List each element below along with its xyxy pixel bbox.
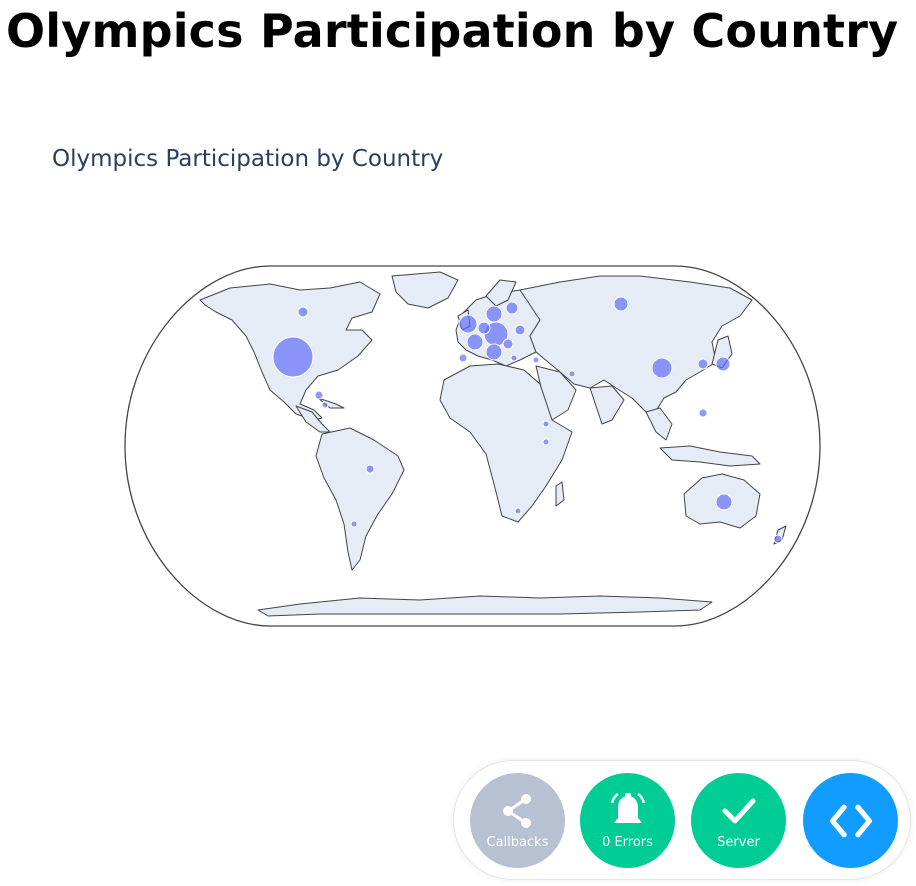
- land-asia: [519, 275, 753, 415]
- bell-icon: [610, 792, 645, 823]
- errors-label: 0 Errors: [602, 835, 653, 850]
- code-icon: [829, 804, 872, 837]
- marker-jamaica: [321, 401, 329, 409]
- marker-russia: [514, 324, 526, 336]
- marker-argentina: [350, 520, 358, 528]
- land-scandinavia: [485, 279, 517, 307]
- marker-south-africa: [514, 507, 522, 515]
- share-icon: [502, 794, 531, 828]
- land-antarctica: [257, 595, 713, 617]
- marker-russia-east: [613, 296, 629, 312]
- marker-usa: [272, 336, 314, 378]
- marker-netherlands: [477, 321, 491, 335]
- marker-kenya: [542, 438, 550, 446]
- marker-brazil: [365, 464, 375, 474]
- land-madagascar: [555, 481, 565, 507]
- marker-france: [466, 333, 484, 351]
- marker-hungary: [502, 338, 514, 350]
- callbacks-label: Callbacks: [486, 835, 549, 850]
- errors-button[interactable]: 0 Errors: [580, 773, 675, 868]
- land-greenland: [391, 271, 459, 309]
- marker-philippines: [698, 408, 708, 418]
- marker-cuba: [314, 390, 324, 400]
- marker-canada: [297, 306, 309, 318]
- server-button[interactable]: Server: [691, 773, 786, 868]
- page-title: Olympics Participation by Country: [6, 4, 899, 58]
- server-label: Server: [717, 835, 760, 850]
- marker-korea: [697, 358, 709, 370]
- markers: [272, 296, 783, 544]
- marker-china: [651, 357, 673, 379]
- check-icon: [722, 798, 755, 824]
- marker-japan: [715, 356, 731, 372]
- marker-spain: [458, 353, 468, 363]
- dev-tools-bar: Callbacks 0 Errors Server: [453, 760, 911, 880]
- callbacks-button[interactable]: Callbacks: [470, 773, 565, 868]
- marker-italy: [485, 343, 503, 361]
- land-africa: [439, 363, 573, 523]
- marker-greece: [510, 354, 518, 362]
- marker-australia: [715, 493, 733, 511]
- marker-ethiopia: [542, 420, 550, 428]
- marker-uk: [458, 314, 478, 334]
- land-southeast-asia: [645, 407, 673, 441]
- marker-new-zealand: [773, 534, 783, 544]
- map-title: Olympics Participation by Country: [52, 146, 444, 172]
- code-toggle-button[interactable]: [803, 773, 898, 868]
- marker-iran: [568, 370, 576, 378]
- marker-sweden: [485, 305, 503, 323]
- marker-turkey: [532, 356, 540, 364]
- land-indonesia: [659, 445, 761, 467]
- land-south-america: [315, 427, 405, 571]
- marker-finland: [505, 301, 519, 315]
- land-india: [589, 385, 625, 425]
